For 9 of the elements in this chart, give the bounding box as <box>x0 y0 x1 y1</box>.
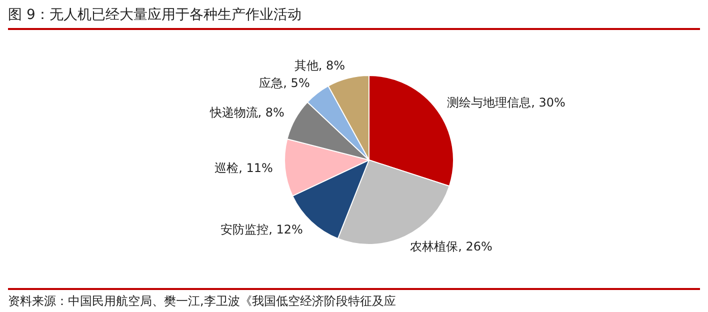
chart-title: 图 9：无人机已经大量应用于各种生产作业活动 <box>8 6 302 24</box>
slice-label: 安防监控, 12% <box>220 222 303 236</box>
text: 资料来源：中国民用航空局、樊一江,李卫波《我国低空经济阶段特征及应 <box>8 293 396 310</box>
slice-label: 农林植保, 26% <box>410 239 492 254</box>
slice-label: 其他, 8% <box>294 58 345 73</box>
slice-label: 应急, 5% <box>259 76 310 90</box>
slice-label: 快递物流, 8% <box>208 106 284 120</box>
slice-label: 巡检, 11% <box>214 161 273 176</box>
slice-label: 测绘与地理信息, 30% <box>447 95 566 110</box>
